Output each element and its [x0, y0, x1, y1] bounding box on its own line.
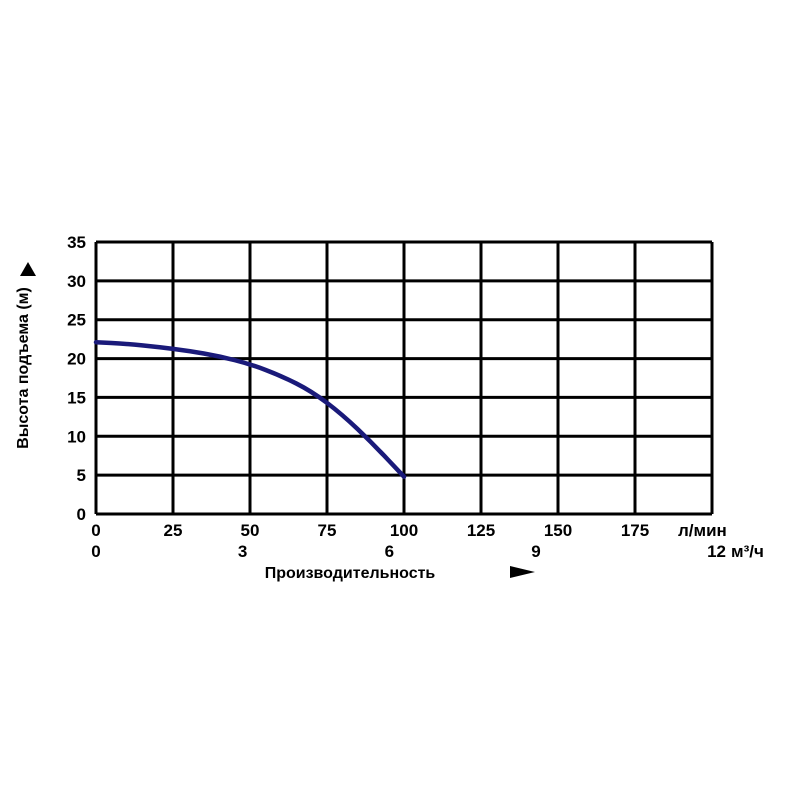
y-tick-labels: 0 5 10 15 20 25 30 35	[67, 233, 86, 524]
x2-tick-label: 9	[531, 542, 540, 561]
x2-tick-labels: 0 3 6 9 12	[91, 542, 726, 561]
x-tick-label: 50	[241, 521, 260, 540]
y-tick-label: 20	[67, 350, 86, 369]
x-tick-label: 175	[621, 521, 649, 540]
y-axis-title-text: Высота подъема (м)	[15, 287, 32, 449]
series-line	[93, 340, 407, 479]
x-tick-label: 25	[164, 521, 183, 540]
x-axis-title: Производительность	[265, 565, 436, 582]
x2-tick-label: 12	[707, 542, 726, 561]
y-tick-label: 35	[67, 233, 86, 252]
x-tick-label: 150	[544, 521, 572, 540]
y-tick-label: 5	[77, 466, 86, 485]
series-layer	[93, 340, 407, 479]
y-tick-label: 15	[67, 388, 86, 407]
x2-tick-label: 6	[385, 542, 394, 561]
y-tick-label: 30	[67, 272, 86, 291]
x-tick-labels: 0 25 50 75 100 125 150 175	[91, 521, 649, 540]
x2-tick-label: 0	[91, 542, 100, 561]
y-tick-label: 0	[77, 505, 86, 524]
grid	[94, 240, 714, 516]
x2-tick-label: 3	[238, 542, 247, 561]
y-axis-arrow-icon	[20, 262, 36, 276]
x-tick-label: 125	[467, 521, 495, 540]
y-tick-label: 25	[67, 311, 86, 330]
x2-unit-label: м³/ч	[731, 542, 764, 561]
x-tick-label: 75	[318, 521, 337, 540]
x-tick-label: 100	[390, 521, 418, 540]
x-tick-label: 0	[91, 521, 100, 540]
y-tick-label: 10	[67, 427, 86, 446]
y-axis-title: Высота подъема (м)	[15, 287, 32, 449]
x-axis-arrow-icon	[510, 566, 535, 578]
x-unit-label: л/мин	[678, 521, 727, 540]
